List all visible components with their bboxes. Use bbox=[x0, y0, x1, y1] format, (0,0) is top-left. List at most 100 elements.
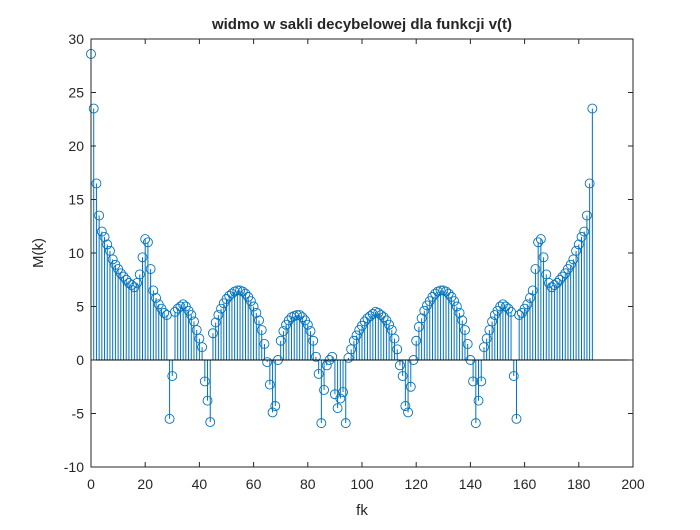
stem-marker bbox=[205, 417, 216, 428]
stem-marker bbox=[94, 210, 105, 221]
stem-marker bbox=[308, 335, 319, 346]
stem-marker bbox=[321, 360, 332, 371]
stem-marker bbox=[186, 310, 197, 321]
y-tick-label: 10 bbox=[68, 245, 84, 261]
stem-marker bbox=[530, 264, 541, 274]
stem-marker bbox=[137, 252, 148, 263]
stem-marker bbox=[140, 234, 151, 245]
x-tick-label: 80 bbox=[300, 476, 316, 492]
stem-marker bbox=[579, 226, 590, 237]
stem-marker bbox=[262, 357, 273, 368]
stem-marker bbox=[237, 286, 248, 297]
stem-marker bbox=[584, 178, 595, 189]
stem-marker bbox=[245, 296, 256, 307]
stem-marker bbox=[167, 371, 178, 381]
stem-marker bbox=[500, 301, 511, 312]
stem-marker bbox=[270, 401, 281, 411]
stem-marker bbox=[240, 288, 251, 299]
stem-marker bbox=[573, 239, 584, 250]
stem-marker bbox=[264, 379, 275, 390]
stem-marker bbox=[275, 335, 286, 346]
stems-layer bbox=[90, 53, 593, 424]
x-tick-label: 60 bbox=[246, 476, 262, 492]
x-tick-label: 200 bbox=[621, 476, 645, 492]
stem-marker bbox=[565, 259, 576, 270]
stem-marker bbox=[278, 326, 289, 337]
stem-marker bbox=[145, 264, 156, 274]
stem-marker bbox=[164, 413, 175, 424]
x-tick-label: 140 bbox=[459, 476, 483, 492]
stem-marker bbox=[503, 303, 514, 314]
stem-marker bbox=[348, 335, 359, 346]
stem-marker bbox=[443, 288, 454, 299]
stem-marker bbox=[335, 393, 346, 404]
stem-marker bbox=[338, 387, 348, 398]
stem-marker bbox=[511, 413, 522, 424]
stem-marker bbox=[470, 418, 481, 429]
stem-marker bbox=[376, 310, 386, 321]
stem-marker bbox=[126, 280, 137, 291]
x-axis-label: fk bbox=[356, 502, 368, 519]
stem-marker bbox=[449, 296, 460, 307]
stem-marker bbox=[468, 376, 479, 387]
stem-marker bbox=[221, 294, 232, 304]
stem-marker bbox=[213, 310, 224, 321]
stem-marker bbox=[557, 271, 568, 282]
stem-marker bbox=[316, 418, 327, 429]
stem-marker bbox=[457, 315, 468, 326]
y-tick-label: -10 bbox=[64, 459, 84, 475]
stem-marker bbox=[216, 303, 227, 314]
stem-marker bbox=[248, 301, 259, 312]
stem-marker bbox=[170, 306, 180, 317]
stem-marker bbox=[535, 234, 546, 245]
stem-marker bbox=[527, 285, 538, 296]
x-tick-label: 160 bbox=[513, 476, 537, 492]
stem-marker bbox=[552, 278, 563, 288]
stem-marker bbox=[405, 381, 416, 392]
stem-marker bbox=[495, 301, 506, 312]
stem-marker bbox=[99, 231, 110, 242]
stem-marker bbox=[411, 335, 422, 346]
x-tick-label: 100 bbox=[350, 476, 374, 492]
stem-marker bbox=[102, 239, 113, 250]
stem-marker bbox=[522, 299, 533, 310]
stem-marker bbox=[148, 285, 159, 296]
x-tick-label: 20 bbox=[137, 476, 153, 492]
stem-marker bbox=[454, 307, 465, 318]
stem-marker bbox=[351, 330, 362, 341]
stem-marker bbox=[251, 307, 262, 318]
stem-marker bbox=[533, 237, 544, 248]
markers-layer bbox=[86, 49, 598, 429]
stem-marker bbox=[159, 307, 170, 318]
stem-marker bbox=[254, 315, 264, 326]
stem-marker bbox=[514, 310, 525, 321]
stem-marker bbox=[319, 385, 330, 395]
x-axis-ticks: 0 20 40 60 80 100 120 140 160 180 200 bbox=[87, 39, 645, 492]
stem-marker bbox=[259, 339, 270, 349]
stem-marker bbox=[525, 292, 535, 303]
stem-marker bbox=[88, 103, 99, 114]
stem-marker bbox=[476, 376, 487, 387]
stem-marker bbox=[327, 351, 338, 362]
stem-marker bbox=[175, 301, 186, 312]
stem-marker bbox=[210, 317, 221, 328]
stem-marker bbox=[389, 333, 400, 344]
stem-marker bbox=[538, 252, 549, 263]
stem-marker bbox=[394, 360, 405, 371]
y-tick-label: 15 bbox=[68, 192, 84, 208]
stem-marker bbox=[202, 395, 213, 406]
stem-marker bbox=[419, 305, 430, 316]
stem-marker bbox=[305, 326, 316, 337]
stem-marker bbox=[384, 319, 395, 330]
stem-marker bbox=[332, 403, 343, 414]
stem-marker bbox=[427, 291, 438, 302]
stem-marker bbox=[587, 103, 598, 114]
y-tick-label: 0 bbox=[76, 352, 84, 368]
stem-marker bbox=[292, 310, 302, 321]
stem-marker bbox=[297, 312, 308, 323]
stem-marker bbox=[378, 312, 389, 323]
y-axis-label: M(k) bbox=[30, 238, 47, 268]
x-tick-label: 180 bbox=[567, 476, 591, 492]
y-tick-label: -5 bbox=[72, 406, 85, 422]
